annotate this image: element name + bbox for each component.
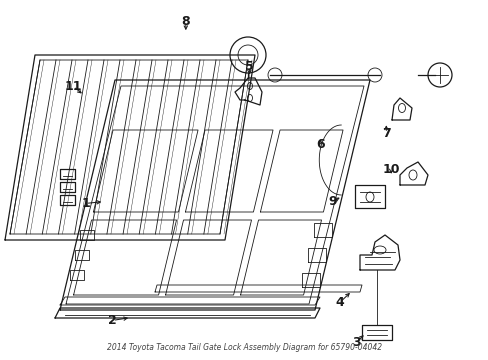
Text: 6: 6 bbox=[315, 138, 324, 150]
Text: 10: 10 bbox=[382, 163, 399, 176]
Text: 2: 2 bbox=[108, 314, 117, 327]
Text: 5: 5 bbox=[244, 60, 253, 73]
Text: 3: 3 bbox=[352, 336, 361, 348]
Text: 7: 7 bbox=[381, 127, 390, 140]
Text: 2014 Toyota Tacoma Tail Gate Lock Assembly Diagram for 65790-04042: 2014 Toyota Tacoma Tail Gate Lock Assemb… bbox=[107, 343, 381, 352]
Text: 8: 8 bbox=[181, 15, 190, 28]
Text: 1: 1 bbox=[81, 197, 90, 210]
Text: 9: 9 bbox=[327, 195, 336, 208]
Text: 11: 11 bbox=[64, 80, 82, 93]
Text: 4: 4 bbox=[335, 296, 344, 309]
